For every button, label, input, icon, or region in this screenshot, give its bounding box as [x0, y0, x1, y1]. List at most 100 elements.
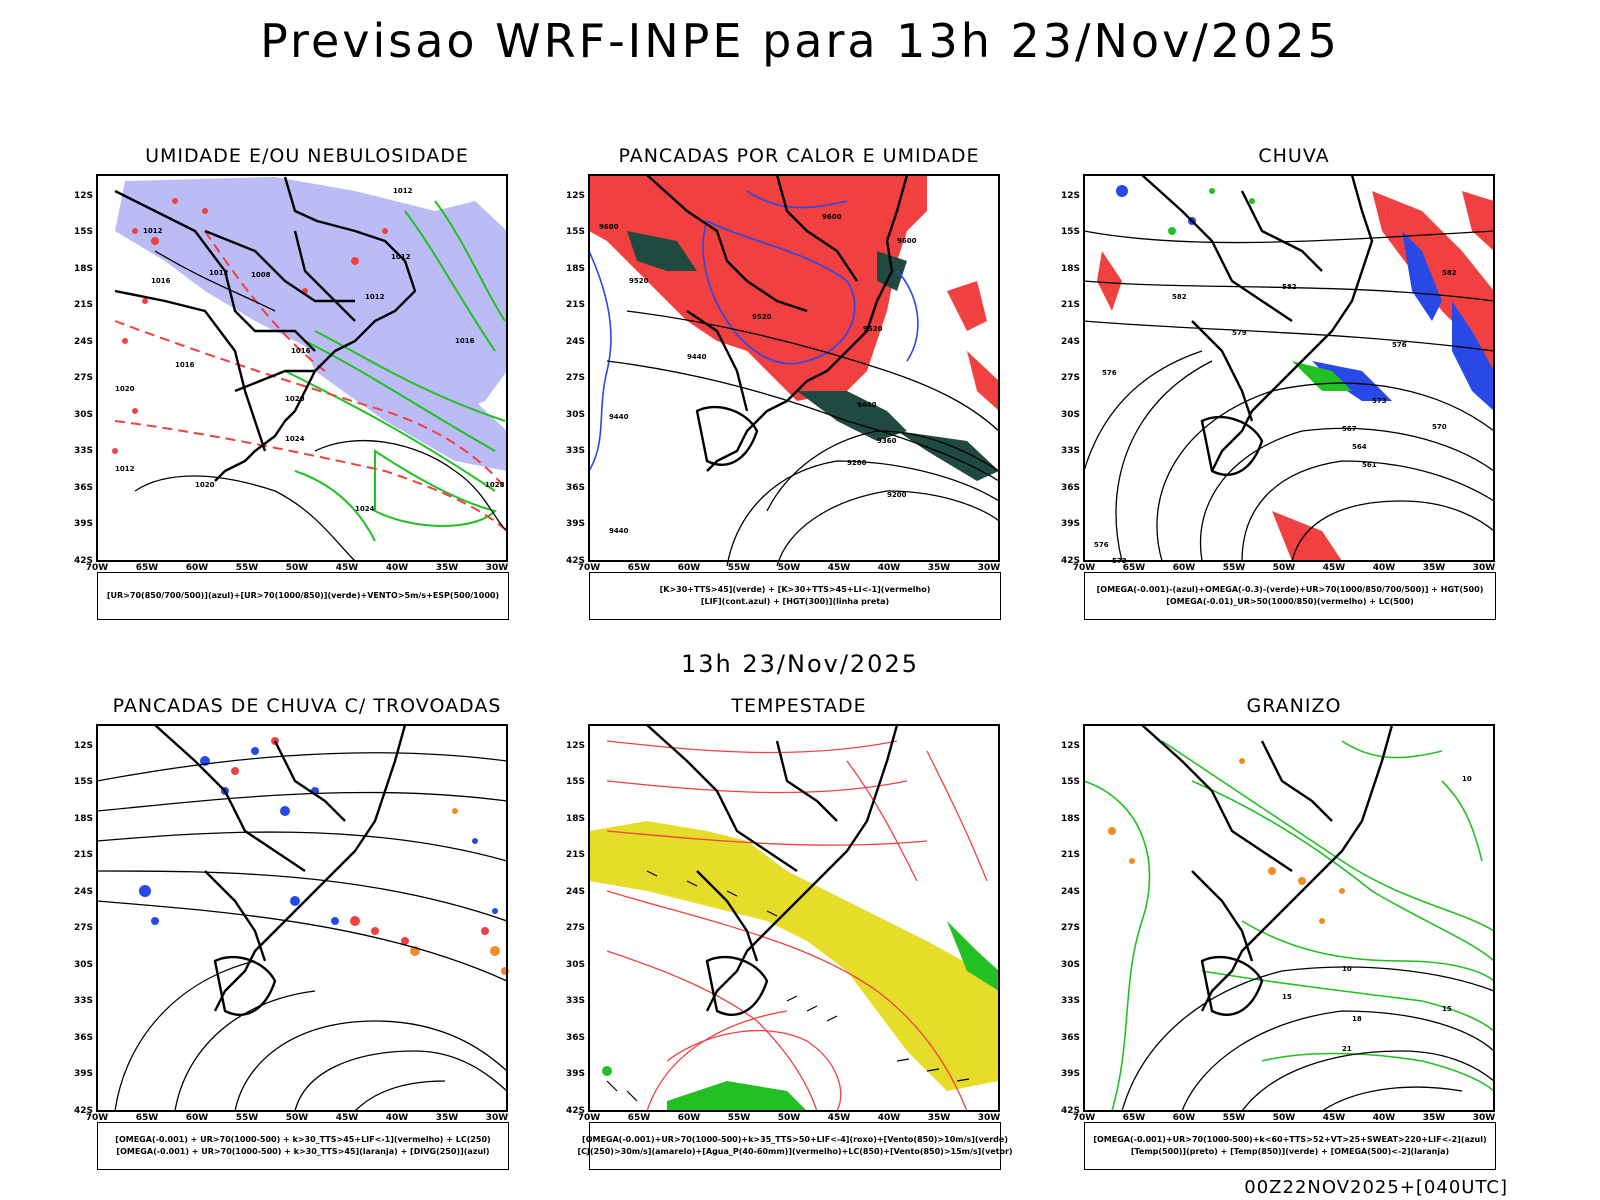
svg-text:1012: 1012	[115, 465, 135, 473]
lon-label: 40W	[386, 1113, 409, 1121]
lon-label: 65W	[1123, 563, 1146, 571]
lon-label: 35W	[1423, 563, 1446, 571]
svg-text:9440: 9440	[687, 353, 707, 361]
lat-label: 18S	[74, 264, 93, 274]
lon-label: 45W	[336, 563, 359, 571]
lat-label: 21S	[1061, 300, 1080, 310]
lat-label: 21S	[74, 300, 93, 310]
map-frame	[96, 174, 508, 562]
map-frame	[1083, 174, 1495, 562]
dashed-red-contours	[114, 230, 508, 532]
axis-lon-labels: 70W 65W 60W 55W 50W 45W 40W 35W 30W	[578, 1113, 1001, 1121]
lat-label: 42S	[566, 556, 585, 566]
svg-text:1012: 1012	[143, 227, 163, 235]
lat-label: 18S	[566, 814, 585, 824]
lon-label: 45W	[336, 1113, 359, 1121]
lon-label: 45W	[828, 1113, 851, 1121]
lat-label: 30S	[74, 960, 93, 970]
lon-label: 30W	[486, 1113, 509, 1121]
axis-lon-labels: 70W 65W 60W 55W 50W 45W 40W 35W 30W	[578, 563, 1001, 571]
panel-title: PANCADAS DE CHUVA C/ TROVOADAS	[112, 695, 502, 717]
svg-text:582: 582	[1442, 269, 1457, 277]
coastline-borders	[646, 174, 909, 472]
lat-label: 39S	[1061, 519, 1080, 529]
lc850-red-streamlines	[606, 740, 988, 1112]
wind-vectors	[606, 870, 970, 1102]
svg-text:582: 582	[1172, 293, 1187, 301]
lat-label: 33S	[1061, 446, 1080, 456]
svg-text:1012: 1012	[209, 269, 229, 277]
fill-green-omega	[1168, 188, 1352, 391]
svg-text:1028: 1028	[485, 481, 505, 489]
map-heat-showers: 9600 9520 9600 9600 9520 9440 9440 9520 …	[566, 174, 1001, 571]
lat-label: 15S	[74, 227, 93, 237]
lon-label: 70W	[1073, 563, 1096, 571]
svg-text:1008: 1008	[251, 271, 271, 279]
svg-text:561: 561	[1362, 461, 1377, 469]
contour-labels: 1012 1012 1016 1012 1012 1008 1012 1016 …	[115, 187, 505, 513]
coastline-borders	[1141, 724, 1394, 1016]
axis-lon-labels: 70W 65W 60W 55W 50W 45W 40W 35W 30W	[1073, 1113, 1496, 1121]
svg-text:9360: 9360	[877, 437, 897, 445]
lat-label: 42S	[74, 556, 93, 566]
lat-label: 36S	[74, 1033, 93, 1043]
svg-text:579: 579	[1232, 329, 1247, 337]
lat-label: 36S	[566, 483, 585, 493]
lon-label: 60W	[678, 563, 701, 571]
svg-text:9600: 9600	[822, 213, 842, 221]
lon-label: 70W	[86, 1113, 109, 1121]
lat-label: 39S	[566, 1069, 585, 1079]
lat-label: 30S	[74, 410, 93, 420]
lat-label: 24S	[1061, 337, 1080, 347]
panel-legend: [OMEGA(-0.001)-(azul)+OMEGA(-0.3)-(verde…	[1084, 572, 1496, 620]
panel-legend: [OMEGA(-0.001)+UR>70(1000-500)+k<60+TTS>…	[1084, 1122, 1496, 1170]
lon-label: 40W	[1373, 563, 1396, 571]
lat-label: 33S	[566, 446, 585, 456]
lat-label: 27S	[1061, 373, 1080, 383]
lat-label: 18S	[1061, 814, 1080, 824]
lat-label: 27S	[566, 923, 585, 933]
lif-blue-contours	[588, 190, 919, 472]
lat-label: 12S	[74, 741, 93, 751]
fill-red-storms	[231, 737, 489, 945]
lat-label: 30S	[566, 410, 585, 420]
lat-label: 18S	[566, 264, 585, 274]
lat-label: 42S	[566, 1106, 585, 1116]
pressure-contours	[134, 250, 508, 562]
lat-label: 27S	[74, 373, 93, 383]
fill-red-speckle	[112, 198, 388, 454]
svg-text:10: 10	[1342, 965, 1352, 973]
lat-label: 12S	[566, 191, 585, 201]
coastline-borders	[646, 724, 899, 1016]
svg-text:573: 573	[1372, 397, 1387, 405]
map-storm: 12S 15S 18S 21S 24S 27S 30S 33S 36S 39S …	[566, 724, 1001, 1121]
lat-label: 42S	[1061, 1106, 1080, 1116]
svg-text:18: 18	[1352, 1015, 1362, 1023]
lon-label: 65W	[628, 1113, 651, 1121]
lat-label: 12S	[74, 191, 93, 201]
hgt300-contours	[606, 310, 1000, 567]
lat-label: 30S	[566, 960, 585, 970]
lat-label: 21S	[1061, 850, 1080, 860]
lon-label: 60W	[1173, 563, 1196, 571]
axis-lat-labels: 12S 15S 18S 21S 24S 27S 30S 33S 36S 39S …	[566, 741, 585, 1116]
lat-label: 33S	[74, 446, 93, 456]
lat-label: 18S	[1061, 264, 1080, 274]
fill-orange-omega	[1108, 758, 1345, 924]
lon-label: 35W	[436, 563, 459, 571]
svg-text:15: 15	[1282, 993, 1292, 1001]
contour-labels: 9600 9520 9600 9600 9520 9440 9440 9520 …	[599, 213, 917, 535]
lon-label: 50W	[778, 563, 801, 571]
lc250-streamlines	[96, 752, 508, 1112]
map-thunderstorms: 12S 15S 18S 21S 24S 27S 30S 33S 36S 39S …	[74, 724, 509, 1121]
lat-label: 15S	[566, 227, 585, 237]
lon-label: 40W	[1373, 1113, 1396, 1121]
run-timestamp: 00Z22NOV2025+[040UTC]	[1244, 1177, 1508, 1198]
lat-label: 21S	[566, 300, 585, 310]
lon-label: 45W	[828, 563, 851, 571]
map-frame	[588, 174, 1000, 562]
lon-label: 35W	[1423, 1113, 1446, 1121]
lat-label: 15S	[1061, 227, 1080, 237]
lon-label: 30W	[1473, 563, 1496, 571]
lat-label: 36S	[1061, 483, 1080, 493]
